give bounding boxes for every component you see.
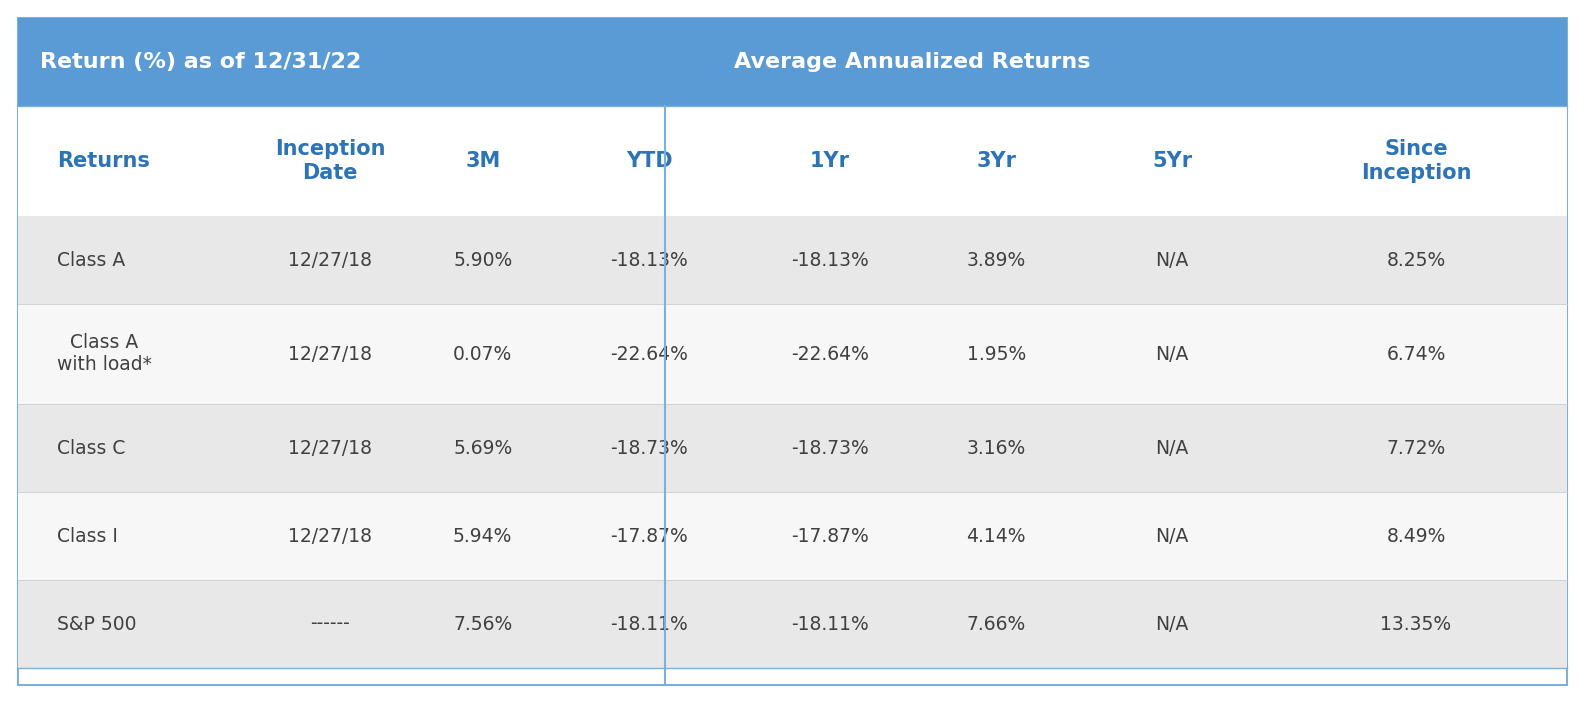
Text: Returns: Returns [57, 151, 149, 171]
Text: 5Yr: 5Yr [1152, 151, 1192, 171]
Text: ------: ------ [311, 614, 350, 633]
Text: 3.89%: 3.89% [967, 250, 1025, 269]
Text: 8.25%: 8.25% [1387, 250, 1446, 269]
Text: N/A: N/A [1155, 527, 1189, 546]
Text: N/A: N/A [1155, 614, 1189, 633]
Text: 12/27/18: 12/27/18 [288, 344, 372, 363]
Text: N/A: N/A [1155, 439, 1189, 458]
Text: -18.11%: -18.11% [791, 614, 869, 633]
Text: 4.14%: 4.14% [967, 527, 1025, 546]
Text: 7.56%: 7.56% [453, 614, 512, 633]
Text: -18.73%: -18.73% [791, 439, 869, 458]
Text: -18.11%: -18.11% [610, 614, 688, 633]
Bar [17, 580, 1568, 668]
Bar [17, 216, 1568, 304]
Text: -18.13%: -18.13% [610, 250, 688, 269]
Bar [17, 492, 1568, 580]
Text: 7.66%: 7.66% [967, 614, 1025, 633]
Text: -18.73%: -18.73% [610, 439, 688, 458]
Text: Average Annualized Returns: Average Annualized Returns [734, 52, 1090, 72]
Text: Inception
Date: Inception Date [274, 139, 385, 183]
Text: 1Yr: 1Yr [810, 151, 850, 171]
Text: 12/27/18: 12/27/18 [288, 527, 372, 546]
Text: 5.90%: 5.90% [453, 250, 512, 269]
Bar [17, 106, 1568, 216]
Bar [17, 18, 1568, 106]
Text: N/A: N/A [1155, 344, 1189, 363]
Text: Class A: Class A [57, 250, 125, 269]
Text: 5.94%: 5.94% [453, 527, 512, 546]
Bar [17, 404, 1568, 492]
Text: 6.74%: 6.74% [1387, 344, 1446, 363]
Text: N/A: N/A [1155, 250, 1189, 269]
Text: -18.13%: -18.13% [791, 250, 869, 269]
Text: -17.87%: -17.87% [791, 527, 869, 546]
Text: 3Yr: 3Yr [976, 151, 1016, 171]
Text: YTD: YTD [626, 151, 672, 171]
Text: 0.07%: 0.07% [453, 344, 512, 363]
Text: -22.64%: -22.64% [610, 344, 688, 363]
Text: -17.87%: -17.87% [610, 527, 688, 546]
Text: 12/27/18: 12/27/18 [288, 250, 372, 269]
Text: Class I: Class I [57, 527, 117, 546]
Text: 12/27/18: 12/27/18 [288, 439, 372, 458]
Text: Return (%) as of 12/31/22: Return (%) as of 12/31/22 [40, 52, 361, 72]
Text: 5.69%: 5.69% [453, 439, 512, 458]
Text: 3.16%: 3.16% [967, 439, 1025, 458]
Text: 1.95%: 1.95% [967, 344, 1025, 363]
Text: -22.64%: -22.64% [791, 344, 869, 363]
Text: Class C: Class C [57, 439, 125, 458]
Text: 8.49%: 8.49% [1387, 527, 1446, 546]
Text: 13.35%: 13.35% [1381, 614, 1452, 633]
Text: 7.72%: 7.72% [1387, 439, 1446, 458]
Text: Class A
with load*: Class A with load* [57, 333, 152, 375]
Text: S&P 500: S&P 500 [57, 614, 136, 633]
Text: Since
Inception: Since Inception [1362, 139, 1471, 183]
Text: 3M: 3M [464, 151, 501, 171]
Bar [17, 304, 1568, 404]
